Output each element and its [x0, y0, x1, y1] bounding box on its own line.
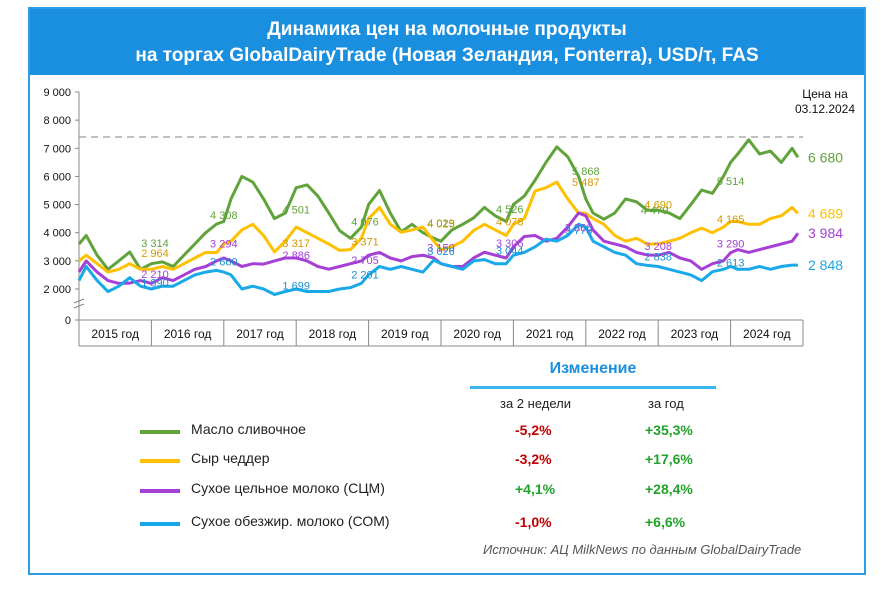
legend-label: Сухое цельное молоко (СЦМ) — [191, 480, 385, 496]
data-label: 2 210 — [141, 269, 169, 281]
col-two-weeks: за 2 недели — [500, 396, 571, 411]
legend-label: Сухое обезжир. молоко (СОМ) — [191, 513, 390, 529]
data-label: 5 514 — [717, 176, 745, 188]
y-tick-label: 2 000 — [43, 284, 71, 296]
data-label: 4 029 — [427, 218, 455, 230]
data-label: 2 886 — [282, 250, 310, 262]
end-value-label: 6 680 — [808, 149, 843, 165]
y-tick-label: 8 000 — [43, 115, 71, 127]
data-label: 4 076 — [351, 217, 379, 229]
data-label: 3 026 — [427, 246, 455, 258]
data-label: 3 290 — [717, 239, 745, 251]
data-label: 4 690 — [644, 199, 672, 211]
data-label: 3 773 — [565, 225, 593, 237]
data-label: 4 479 — [641, 205, 669, 217]
data-label: 4 078 — [496, 217, 524, 229]
data-label: 3 371 — [351, 236, 379, 248]
y-tick-label: 4 000 — [43, 228, 71, 240]
data-label: 4 015 — [427, 218, 455, 230]
y-tick-label: 3 000 — [43, 256, 71, 268]
chart-title-line1: Динамика цен на молочные продукты — [267, 19, 627, 40]
y-tick-label: 6 000 — [43, 171, 71, 183]
data-label: 4 526 — [496, 204, 524, 216]
y-tick-label: 0 — [65, 315, 71, 327]
price-note-line2: 03.12.2024 — [795, 102, 855, 116]
end-value-label: 2 848 — [808, 257, 843, 273]
legend-swatch — [140, 489, 180, 493]
data-label: 1 699 — [282, 281, 310, 293]
series-line-0 — [77, 138, 800, 271]
end-value-label: 4 689 — [808, 205, 843, 221]
data-label: 3 306 — [496, 238, 524, 250]
x-category-label: 2023 год — [671, 327, 719, 341]
data-label: 2 613 — [717, 258, 745, 270]
legend-label: Масло сливочное — [191, 421, 306, 437]
legend-label: Сыр чеддер — [191, 450, 270, 466]
data-label: 3 150 — [427, 243, 455, 255]
data-label: 3 314 — [141, 238, 169, 250]
change-two-weeks: +4,1% — [515, 481, 556, 497]
data-label: 2 964 — [141, 248, 169, 260]
x-category-label: 2021 год — [526, 327, 574, 341]
data-label: 4 308 — [210, 210, 238, 222]
x-category-label: 2022 год — [598, 327, 646, 341]
legend-swatch — [140, 459, 180, 463]
data-label: 2 838 — [644, 251, 672, 263]
y-tick-label: 7 000 — [43, 143, 71, 155]
data-label: 3 317 — [282, 238, 310, 250]
change-two-weeks: -3,2% — [515, 451, 552, 467]
y-tick-label: 9 000 — [43, 87, 71, 99]
price-note-line1: Цена на — [802, 87, 848, 101]
series-line-1 — [78, 180, 799, 274]
data-label: 3 866 — [565, 222, 593, 234]
col-year: за год — [648, 396, 684, 411]
data-label: 5 868 — [572, 166, 600, 178]
change-year: +17,6% — [645, 451, 693, 467]
change-year: +28,4% — [645, 481, 693, 497]
x-category-label: 2016 год — [164, 327, 212, 341]
change-header: Изменение — [549, 360, 637, 377]
legend-swatch — [140, 430, 180, 434]
chart-frame — [28, 7, 866, 575]
source-note: Источник: АЦ MilkNews по данным GlobalDa… — [483, 542, 802, 557]
data-label: 2 660 — [210, 256, 238, 268]
data-label: 2 201 — [351, 269, 379, 281]
data-label: 2 705 — [351, 255, 379, 267]
x-category-label: 2024 год — [743, 327, 791, 341]
chart-title-line2: на торгах GlobalDairyTrade (Новая Зеланд… — [135, 45, 759, 66]
change-year: +35,3% — [645, 422, 693, 438]
x-category-label: 2019 год — [381, 327, 429, 341]
data-label: 3 294 — [210, 239, 238, 251]
price-chart: 0 2 000 3 000 4 000 5 000 6 000 7 000 8 000 9 00… — [43, 87, 855, 347]
y-tick-label: 5 000 — [43, 200, 71, 212]
data-label: 3 044 — [496, 246, 524, 258]
series-line-3 — [77, 222, 798, 296]
data-label: 3 208 — [644, 241, 672, 253]
x-category-label: 2018 год — [309, 327, 357, 341]
change-two-weeks: -1,0% — [515, 514, 552, 530]
change-header-rule — [470, 386, 716, 389]
end-value-label: 3 984 — [808, 225, 843, 241]
change-year: +6,6% — [645, 514, 686, 530]
x-category-label: 2017 год — [236, 327, 284, 341]
x-category-label: 2020 год — [453, 327, 501, 341]
data-label: 5 487 — [572, 177, 600, 189]
chart-title: Динамика цен на молочные продукты на тор… — [30, 9, 864, 75]
legend-swatch — [140, 522, 180, 526]
change-two-weeks: -5,2% — [515, 422, 552, 438]
axis-break-mark — [73, 298, 85, 304]
x-category-label: 2015 год — [91, 327, 139, 341]
data-label: 1 890 — [141, 278, 169, 290]
data-label: 4 501 — [282, 205, 310, 217]
data-label: 4 165 — [717, 214, 745, 226]
axis-break-mark — [73, 303, 85, 309]
